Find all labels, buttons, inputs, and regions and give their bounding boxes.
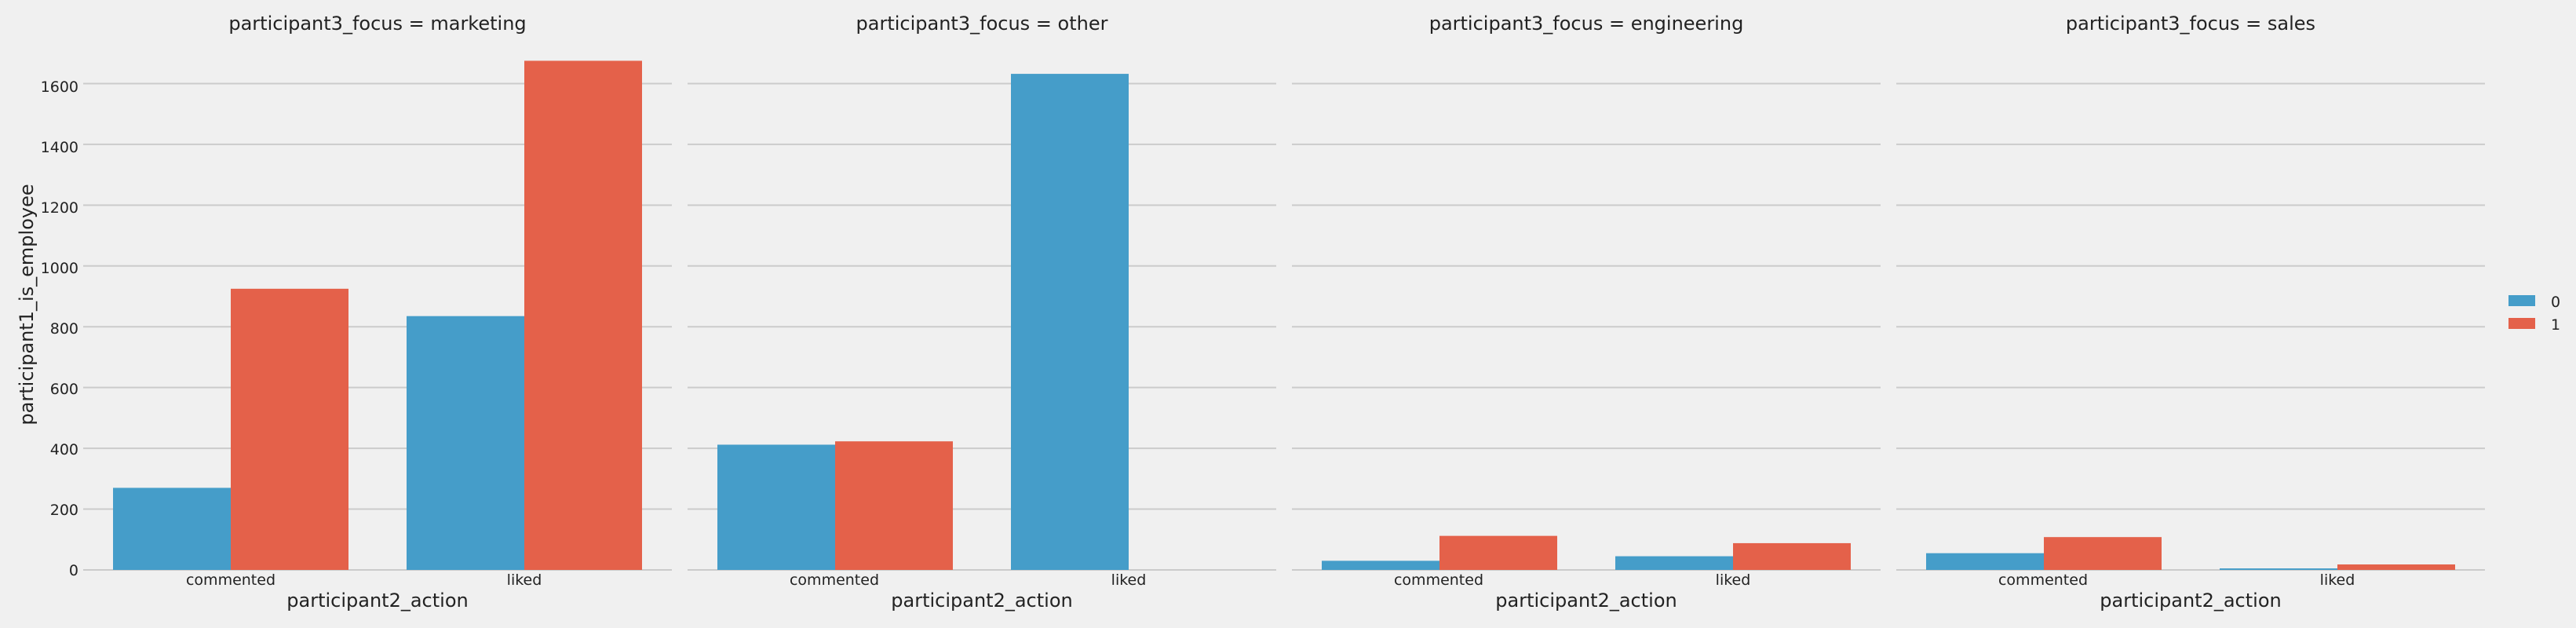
legend-swatch-0	[2508, 295, 2535, 306]
y-tick-label: 1000	[41, 260, 78, 277]
bar-liked-series-0	[1011, 74, 1129, 571]
facet-title: participant3_focus = engineering	[1429, 13, 1744, 35]
x-axis-label: participant2_action	[286, 590, 468, 612]
bar-liked-series-1	[2337, 564, 2455, 570]
y-tick-label: 1400	[41, 139, 78, 156]
y-tick-label: 200	[50, 502, 78, 519]
facet-marketing: participant3_focus = marketing commented…	[186, 13, 542, 612]
bar-liked-series-0	[2220, 568, 2337, 570]
bar-commented-series-0	[717, 444, 835, 570]
bar-liked-series-0	[1615, 556, 1733, 570]
bar-commented-series-0	[113, 487, 231, 570]
y-tick-label: 600	[50, 381, 78, 398]
y-axis-ticks: 0 200 400 600 800 1000 1200 1400 1600	[41, 78, 78, 579]
x-axis-label: participant2_action	[1495, 590, 1677, 612]
x-axis-label: participant2_action	[2100, 590, 2281, 612]
bar-commented-series-1	[231, 288, 348, 570]
y-tick-label: 0	[69, 562, 78, 579]
y-tick-label: 1600	[41, 78, 78, 96]
x-tick-label: commented	[1394, 571, 1483, 589]
bar-liked-series-0	[407, 316, 524, 570]
bar-commented-series-1	[2044, 537, 2162, 570]
x-tick-label: liked	[2320, 571, 2355, 589]
x-tick-label: commented	[186, 571, 275, 589]
facet-other: participant3_focus = other commented lik…	[790, 13, 1146, 612]
facet-engineering: participant3_focus = engineering comment…	[1394, 13, 1750, 612]
legend-label: 1	[2551, 316, 2560, 334]
facet-title: participant3_focus = other	[856, 13, 1108, 35]
legend-label: 0	[2551, 294, 2560, 311]
bar-commented-series-1	[1439, 535, 1557, 570]
bar-commented-series-0	[1926, 553, 2044, 570]
facet-title: participant3_focus = marketing	[228, 13, 526, 35]
y-tick-label: 400	[50, 441, 78, 458]
y-axis-label: participant1_is_employee	[16, 184, 38, 425]
bar-liked-series-1	[1733, 542, 1851, 570]
x-tick-label: liked	[1716, 571, 1751, 589]
y-tick-label: 800	[50, 320, 78, 338]
bar-liked-series-1	[524, 60, 642, 570]
x-tick-label: liked	[507, 571, 542, 589]
x-tick-label: commented	[790, 571, 879, 589]
legend: 0 1	[2508, 294, 2560, 334]
legend-swatch-1	[2508, 318, 2535, 329]
y-tick-label: 1200	[41, 199, 78, 217]
facet-sales: participant3_focus = sales commented lik…	[1998, 13, 2355, 612]
x-tick-label: liked	[1111, 571, 1147, 589]
facet-title: participant3_focus = sales	[2066, 13, 2315, 35]
x-tick-label: commented	[1998, 571, 2088, 589]
bar-commented-series-0	[1322, 560, 1439, 570]
x-axis-label: participant2_action	[891, 590, 1072, 612]
bars	[113, 60, 2455, 571]
bar-commented-series-1	[835, 441, 953, 570]
